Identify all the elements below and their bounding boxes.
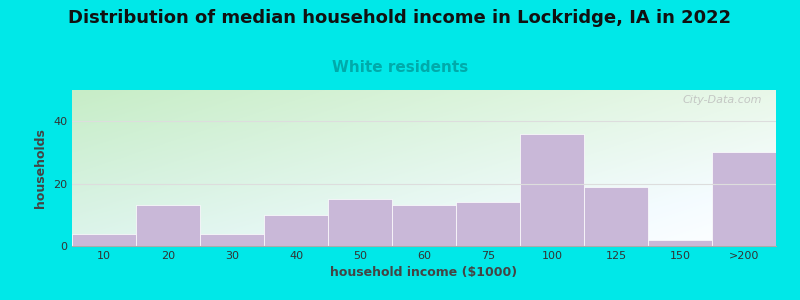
Bar bbox=[392, 206, 456, 246]
Bar bbox=[72, 233, 136, 246]
Y-axis label: households: households bbox=[34, 128, 47, 208]
Bar bbox=[584, 187, 648, 246]
Text: White residents: White residents bbox=[332, 60, 468, 75]
Text: City-Data.com: City-Data.com bbox=[682, 95, 762, 105]
Bar bbox=[328, 199, 392, 246]
Bar bbox=[648, 240, 712, 246]
X-axis label: household income ($1000): household income ($1000) bbox=[330, 266, 518, 279]
Bar bbox=[520, 134, 584, 246]
Text: Distribution of median household income in Lockridge, IA in 2022: Distribution of median household income … bbox=[69, 9, 731, 27]
Bar bbox=[456, 202, 520, 246]
Bar bbox=[200, 233, 264, 246]
Bar bbox=[136, 206, 200, 246]
Bar bbox=[264, 215, 328, 246]
Bar bbox=[712, 152, 776, 246]
